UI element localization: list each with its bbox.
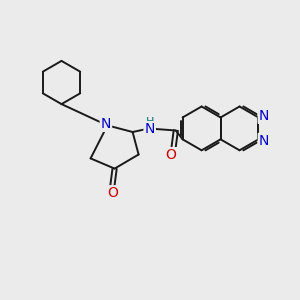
Text: N: N [259,134,269,148]
Text: N: N [101,117,111,131]
Text: O: O [107,186,118,200]
Text: N: N [145,122,155,136]
Text: N: N [259,109,269,123]
Text: O: O [166,148,176,162]
Text: H: H [146,116,154,127]
